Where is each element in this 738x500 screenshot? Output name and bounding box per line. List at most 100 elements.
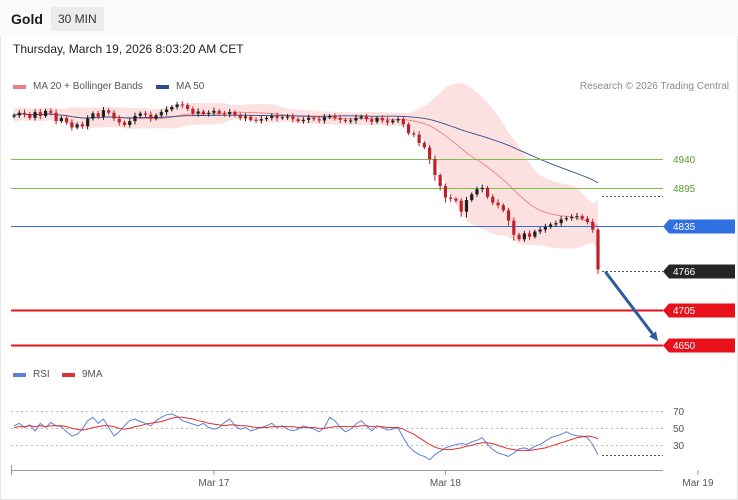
candle bbox=[133, 112, 137, 125]
chart-datetime: Thursday, March 19, 2026 8:03:20 AM CET bbox=[13, 42, 244, 56]
candle bbox=[385, 117, 390, 126]
candle bbox=[86, 115, 90, 130]
candle-body bbox=[54, 112, 58, 122]
candle bbox=[443, 183, 448, 203]
bollinger-band-area bbox=[14, 82, 598, 253]
candle-body bbox=[385, 120, 390, 123]
candle-body bbox=[501, 205, 505, 211]
candle-body bbox=[475, 189, 479, 195]
rsi-line bbox=[13, 413, 599, 461]
level-label: 4766 bbox=[673, 267, 696, 278]
ma20-swatch bbox=[13, 84, 26, 89]
candle bbox=[159, 109, 163, 118]
candle bbox=[33, 109, 37, 121]
candle bbox=[585, 216, 590, 225]
candle-body bbox=[406, 124, 411, 134]
candle bbox=[317, 116, 321, 124]
candle bbox=[107, 108, 111, 115]
x-tick-label: Mar 17 bbox=[198, 478, 230, 489]
candle-body bbox=[96, 113, 100, 117]
candle bbox=[49, 108, 53, 116]
candle bbox=[438, 173, 442, 191]
candle-body bbox=[243, 116, 248, 118]
candle bbox=[575, 212, 579, 220]
candle bbox=[285, 114, 290, 120]
candle bbox=[28, 112, 32, 120]
candle-body bbox=[259, 119, 263, 121]
candle-body bbox=[322, 117, 327, 121]
candle bbox=[517, 232, 521, 242]
candle-body bbox=[154, 115, 158, 119]
candle-body bbox=[65, 117, 69, 123]
candle-body bbox=[138, 113, 142, 116]
candle bbox=[101, 106, 106, 120]
candle-body bbox=[533, 231, 537, 237]
candle-body bbox=[585, 218, 590, 222]
candle-body bbox=[128, 121, 132, 125]
candle-body bbox=[191, 108, 195, 114]
candle bbox=[280, 115, 284, 120]
candle-body bbox=[133, 115, 137, 122]
candle-body bbox=[454, 198, 458, 201]
x-tick-label: Mar 19 bbox=[682, 478, 714, 489]
candle-body bbox=[228, 112, 232, 115]
candle-body bbox=[280, 117, 284, 119]
candle-body bbox=[317, 119, 321, 121]
candle-body bbox=[12, 115, 16, 117]
candle bbox=[475, 186, 479, 197]
candle bbox=[428, 144, 432, 165]
candle bbox=[470, 192, 474, 202]
candle-body bbox=[591, 221, 595, 230]
candle bbox=[333, 113, 337, 121]
candle-body bbox=[433, 158, 437, 176]
candle-body bbox=[80, 124, 84, 127]
candle bbox=[454, 196, 458, 203]
candle bbox=[412, 130, 416, 138]
candle bbox=[259, 115, 263, 124]
level-tag-bg bbox=[663, 303, 735, 318]
candle-body bbox=[349, 120, 353, 122]
rsi-tick-label: 30 bbox=[673, 441, 685, 452]
candle-body bbox=[512, 220, 516, 235]
candle-body bbox=[470, 194, 474, 201]
candle-body bbox=[164, 109, 169, 113]
candle-body bbox=[254, 119, 258, 121]
candle bbox=[496, 199, 500, 209]
candle-body bbox=[554, 223, 558, 225]
candle-body bbox=[270, 115, 274, 118]
candle-body bbox=[438, 175, 442, 186]
candle-body bbox=[449, 197, 453, 199]
candle bbox=[501, 203, 505, 213]
candle-body bbox=[212, 110, 216, 113]
candle bbox=[359, 114, 363, 120]
rsi-ma-line bbox=[13, 416, 599, 451]
candle-body bbox=[175, 104, 179, 107]
candle bbox=[564, 216, 569, 222]
candle-body bbox=[422, 142, 426, 148]
candle-body bbox=[596, 229, 600, 270]
candle bbox=[406, 122, 411, 136]
candle bbox=[480, 184, 484, 193]
candle-body bbox=[338, 117, 342, 120]
candle-body bbox=[528, 233, 532, 237]
candle-body bbox=[117, 118, 121, 123]
candle-body bbox=[375, 117, 379, 122]
rsi-ma-swatch bbox=[62, 372, 75, 377]
candle bbox=[370, 115, 374, 125]
level-label: 4835 bbox=[673, 222, 696, 233]
candle bbox=[570, 214, 574, 221]
candle-body bbox=[301, 119, 305, 122]
candle bbox=[22, 109, 27, 118]
candle-body bbox=[196, 111, 200, 114]
timeframe-button[interactable]: 30 MIN bbox=[51, 7, 104, 31]
candle bbox=[175, 101, 179, 110]
candle-body bbox=[312, 117, 316, 120]
candle-body bbox=[285, 116, 290, 118]
candle bbox=[301, 117, 305, 124]
candle bbox=[233, 110, 237, 118]
candle bbox=[43, 108, 48, 118]
candle-body bbox=[307, 117, 311, 120]
candle-body bbox=[122, 122, 127, 125]
candle bbox=[380, 115, 384, 124]
